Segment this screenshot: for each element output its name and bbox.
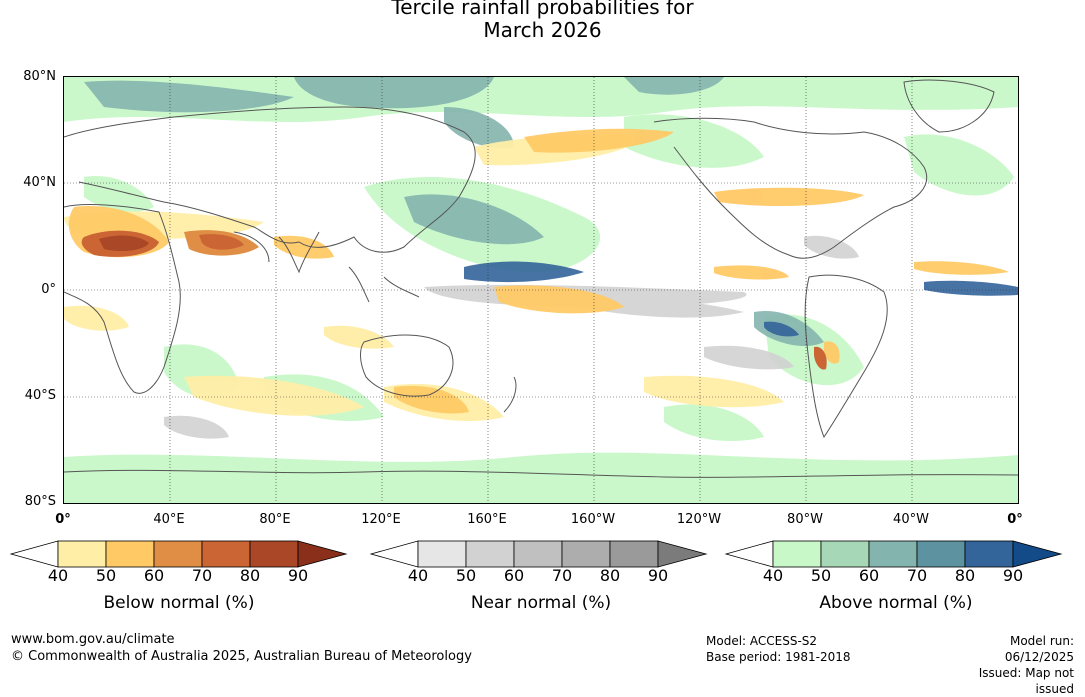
- lat-label-40s: 40°S: [24, 388, 56, 403]
- below-colorbar-bin-2: [153, 540, 203, 568]
- below-normal-light-patches: [64, 135, 784, 422]
- model-name: Model: ACCESS-S2: [706, 634, 818, 648]
- lon-label-80e: 80°E: [259, 512, 291, 527]
- near-colorbar-tick: 80: [599, 566, 621, 585]
- below-colorbar-high-extend: [297, 540, 348, 568]
- below-colorbar-tick: 60: [143, 566, 165, 585]
- footer-run: Model run: 06/12/2025 Issued: Map not is…: [940, 633, 1074, 697]
- near-normal-colorbar: [370, 540, 708, 568]
- lon-label-160e: 160°E: [467, 512, 507, 527]
- near-colorbar-tick: 50: [455, 566, 477, 585]
- graticule: [64, 77, 1018, 503]
- below-colorbar-tick: 70: [191, 566, 213, 585]
- near-colorbar-tick: 70: [551, 566, 573, 585]
- title-line-1: Tercile rainfall probabilities for: [391, 0, 694, 19]
- footer-model: Model: ACCESS-S2 Base period: 1981-2018: [706, 633, 851, 665]
- below-normal-label: Below normal (%): [103, 593, 255, 613]
- above-colorbar-tick: 40: [762, 566, 784, 585]
- lon-label-40w: 40°W: [893, 512, 929, 527]
- near-colorbar-bin-0: [417, 540, 467, 568]
- near-colorbar-low-extend: [370, 540, 419, 568]
- map-canvas: [64, 77, 1018, 503]
- lon-label-120w: 120°W: [676, 512, 722, 527]
- rainfall-probability-map: [63, 76, 1019, 504]
- near-colorbar-tick: 40: [407, 566, 429, 585]
- above-colorbar-bin-4: [964, 540, 1014, 568]
- above-colorbar-tick: 70: [906, 566, 928, 585]
- below-colorbar-tick: 50: [95, 566, 117, 585]
- below-colorbar-tick: 80: [239, 566, 261, 585]
- map-title: Tercile rainfall probabilities for March…: [0, 0, 1085, 42]
- above-colorbar-low-extend: [725, 540, 774, 568]
- below-colorbar-tick: 40: [47, 566, 69, 585]
- above-normal-label: Above normal (%): [819, 593, 973, 613]
- above-colorbar-tick: 50: [810, 566, 832, 585]
- near-colorbar-high-extend: [657, 540, 708, 568]
- title-line-2: March 2026: [483, 18, 602, 42]
- near-normal-label: Near normal (%): [470, 593, 612, 613]
- lat-label-equator: 0°: [41, 282, 56, 297]
- lon-label-120e: 120°E: [361, 512, 401, 527]
- below-normal-colorbar: [10, 540, 348, 568]
- below-normal-dark-patches: [81, 230, 827, 370]
- lat-label-80n: 80°N: [23, 69, 56, 84]
- copyright-text: © Commonwealth of Australia 2025, Austra…: [11, 649, 472, 664]
- above-normal-colorbar: [725, 540, 1063, 568]
- near-colorbar-bin-2: [513, 540, 563, 568]
- model-run-date: Model run: 06/12/2025: [1004, 634, 1074, 664]
- coastlines: [64, 79, 1018, 478]
- lon-label-40e: 40°E: [153, 512, 185, 527]
- above-colorbar-tick: 60: [858, 566, 880, 585]
- near-colorbar-bin-4: [609, 540, 659, 568]
- lon-label-0-left: 0°: [55, 512, 71, 527]
- above-colorbar-bin-0: [772, 540, 822, 568]
- lat-label-40n: 40°N: [23, 175, 56, 190]
- below-colorbar-bin-4: [249, 540, 299, 568]
- near-colorbar-bin-1: [465, 540, 515, 568]
- above-colorbar-bin-3: [916, 540, 966, 568]
- lon-label-160w: 160°W: [570, 512, 616, 527]
- above-colorbar-high-extend: [1012, 540, 1063, 568]
- near-colorbar-tick: 90: [647, 566, 669, 585]
- footer-left: www.bom.gov.au/climate © Commonwealth of…: [11, 631, 472, 665]
- above-normal-dark-patches: [464, 261, 1018, 337]
- below-colorbar-tick: 90: [287, 566, 309, 585]
- lon-label-0-right: 0°: [1007, 512, 1023, 527]
- issued-status: Issued: Map not issued: [978, 666, 1074, 696]
- above-colorbar-bin-1: [820, 540, 870, 568]
- below-colorbar-bin-0: [57, 540, 107, 568]
- above-colorbar-bin-2: [868, 540, 918, 568]
- lat-label-80s: 80°S: [24, 494, 56, 509]
- lon-label-80w: 80°W: [787, 512, 823, 527]
- below-colorbar-bin-3: [201, 540, 251, 568]
- below-colorbar-low-extend: [10, 540, 59, 568]
- above-colorbar-tick: 90: [1002, 566, 1024, 585]
- near-colorbar-bin-3: [561, 540, 611, 568]
- near-colorbar-tick: 60: [503, 566, 525, 585]
- above-colorbar-tick: 80: [954, 566, 976, 585]
- website-link[interactable]: www.bom.gov.au/climate: [11, 632, 175, 647]
- below-colorbar-bin-1: [105, 540, 155, 568]
- base-period: Base period: 1981-2018: [706, 650, 851, 664]
